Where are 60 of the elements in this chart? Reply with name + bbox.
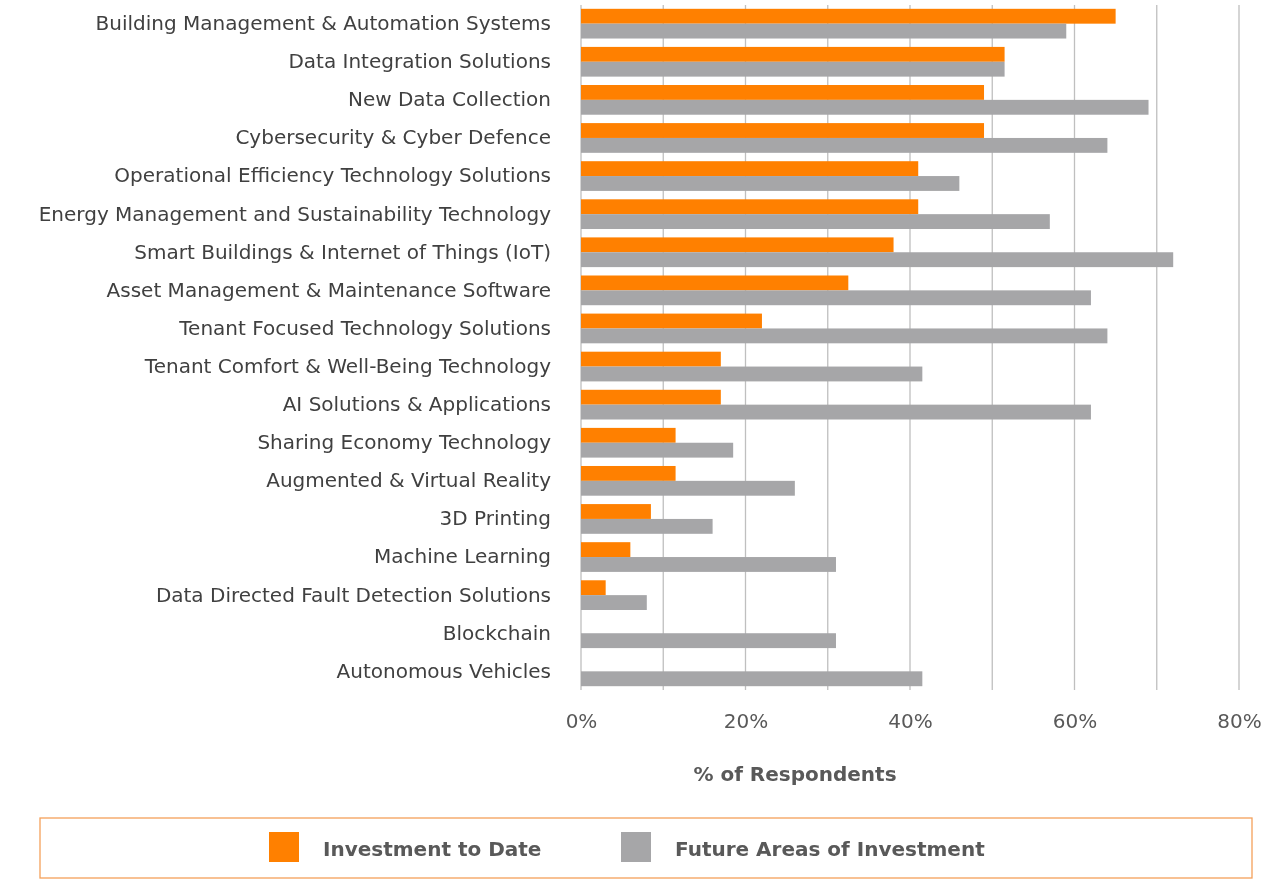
- bar: [581, 518, 713, 534]
- bar: [581, 199, 919, 215]
- bar: [581, 214, 1050, 230]
- y-tick-label: 3D Printing: [439, 506, 551, 531]
- bar: [581, 480, 795, 496]
- y-tick-label: Autonomous Vehicles: [336, 658, 551, 683]
- y-tick-label: Operational Efficiency Technology Solutions: [114, 163, 551, 188]
- y-tick-label: New Data Collection: [347, 87, 551, 112]
- bar: [581, 123, 985, 138]
- x-tick-label: 60%: [1052, 709, 1098, 734]
- y-tick-label: Energy Management and Sustainability Technology: [38, 201, 552, 226]
- bar: [581, 404, 1091, 420]
- bar: [581, 633, 836, 649]
- bar: [581, 275, 849, 291]
- y-tick-label: Blockchain: [442, 620, 551, 645]
- y-tick-label: Asset Management & Maintenance Software: [106, 277, 551, 302]
- bar: [581, 351, 721, 367]
- legend-label: Future Areas of Investment: [675, 837, 986, 861]
- bar: [581, 504, 651, 519]
- bar: [581, 465, 676, 481]
- bar: [581, 427, 676, 443]
- bar: [581, 237, 894, 253]
- y-tick-label: Tenant Comfort & Well-Being Technology: [143, 353, 552, 378]
- y-tick-label: Augmented & Virtual Reality: [266, 468, 552, 493]
- bar: [581, 23, 1067, 39]
- bar: [581, 161, 919, 177]
- y-tick-label: Sharing Economy Technology: [257, 430, 552, 455]
- bar: [581, 46, 1005, 62]
- bar: [581, 580, 606, 596]
- bar: [581, 389, 721, 405]
- x-tick-label: 0%: [565, 709, 598, 734]
- bar: [581, 328, 1108, 344]
- y-tick-label: Tenant Focused Technology Solutions: [178, 315, 551, 340]
- y-tick-label: Machine Learning: [374, 544, 551, 569]
- legend-label: Investment to Date: [323, 837, 542, 861]
- bar: [581, 366, 923, 382]
- bar: [581, 176, 960, 191]
- x-tick-label: 80%: [1217, 709, 1262, 734]
- bar: [581, 557, 836, 572]
- bar: [581, 61, 1005, 77]
- y-tick-label: AI Solutions & Applications: [282, 392, 551, 417]
- bar: [581, 542, 631, 558]
- y-tick-label: Cybersecurity & Cyber Defence: [235, 125, 551, 150]
- x-tick-label: 40%: [888, 709, 933, 734]
- y-tick-label: Smart Buildings & Internet of Things (IoT): [134, 239, 551, 264]
- bar: [581, 290, 1091, 306]
- bar: [581, 671, 923, 687]
- bar: [581, 252, 1174, 268]
- x-tick-label: 20%: [723, 709, 769, 734]
- y-tick-label: Data Integration Solutions: [288, 49, 551, 74]
- bar: [581, 313, 762, 329]
- bar: [581, 137, 1108, 153]
- y-tick-label: Data Directed Fault Detection Solutions: [155, 582, 551, 607]
- bar: [581, 8, 1116, 24]
- bar: [581, 595, 647, 610]
- bar: [581, 85, 985, 100]
- y-tick-label: Building Management & Automation Systems: [95, 11, 551, 36]
- bar: [581, 99, 1149, 115]
- x-axis-title: % of Respondents: [693, 762, 897, 786]
- bar: [581, 442, 734, 458]
